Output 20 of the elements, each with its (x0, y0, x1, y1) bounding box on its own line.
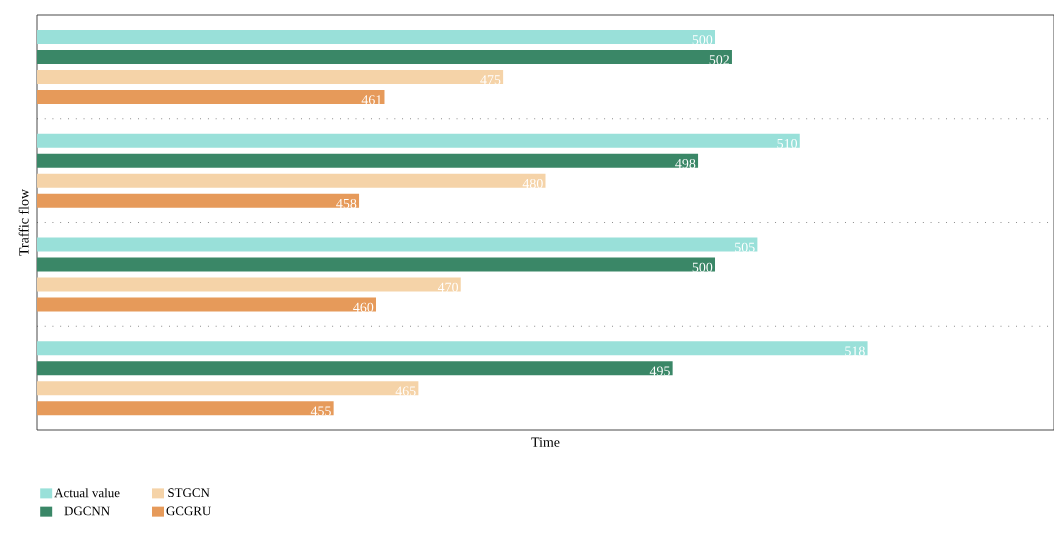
data-label: 510 (777, 138, 798, 149)
data-label: 498 (675, 158, 696, 169)
data-label: 500 (692, 262, 713, 273)
data-label: 455 (310, 406, 331, 416)
legend-label: Actual value (54, 488, 120, 498)
data-label: 475 (480, 75, 501, 85)
data-label: 480 (522, 178, 543, 189)
data-label: 505 (735, 242, 755, 253)
data-label: 458 (336, 198, 357, 209)
legend-label: DGCNN (64, 506, 110, 516)
data-label: 460 (353, 302, 374, 313)
data-label: 495 (649, 366, 670, 376)
y-axis-title: Traffic flow (18, 189, 29, 256)
legend-label: GCGRU (166, 506, 212, 516)
data-label: 470 (437, 282, 459, 293)
x-axis-title: Time (531, 437, 560, 447)
data-label: 500 (692, 35, 713, 45)
legend-label: STGCN (168, 488, 210, 498)
data-label: 518 (845, 346, 865, 356)
data-label: 465 (395, 386, 416, 396)
